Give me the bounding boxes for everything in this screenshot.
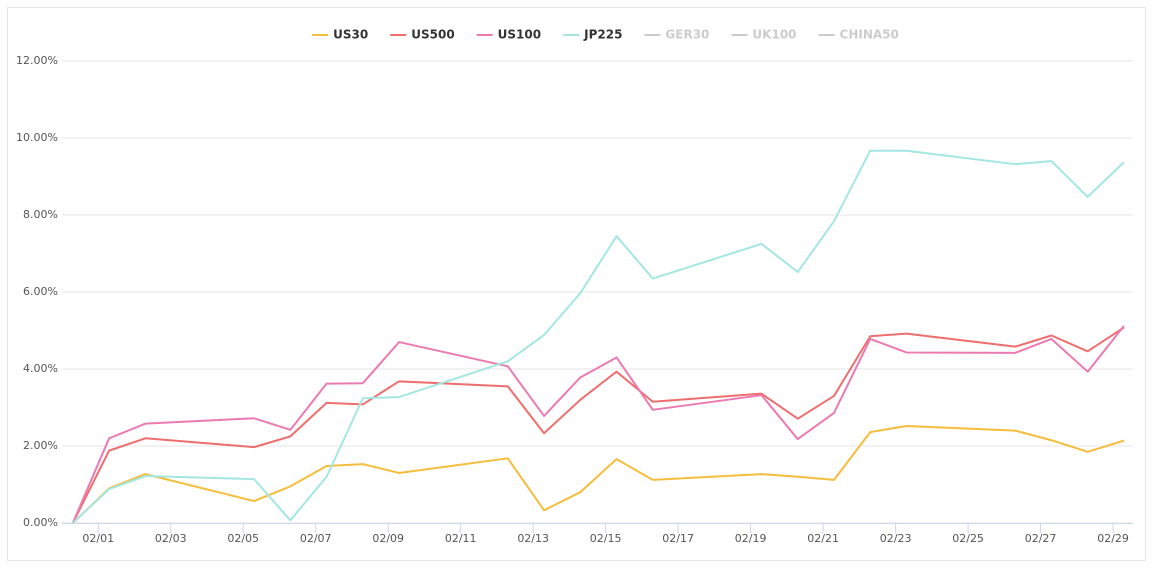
legend-item[interactable]: US30 [312, 28, 368, 42]
x-tick-label: 02/13 [517, 532, 549, 545]
series-line [71, 325, 1125, 524]
legend-label: CHINA50 [840, 28, 899, 42]
y-tick-label: 12.00% [16, 54, 58, 67]
legend-item[interactable]: GER30 [644, 28, 709, 42]
legend-label: US100 [498, 28, 541, 42]
legend-label: US30 [333, 28, 368, 42]
y-tick-label: 10.00% [16, 131, 58, 144]
y-tick-label: 4.00% [23, 362, 58, 375]
x-tick-label: 02/29 [1097, 532, 1129, 545]
x-tick-label: 02/09 [372, 532, 404, 545]
chart-frame [7, 7, 1146, 561]
legend-label: US500 [411, 28, 454, 42]
x-tick-label: 02/11 [445, 532, 477, 545]
legend-item[interactable]: US100 [476, 28, 541, 42]
legend-label: JP225 [583, 28, 622, 42]
x-tick-label: 02/01 [82, 532, 114, 545]
y-tick-label: 6.00% [23, 285, 58, 298]
x-tick-label: 02/23 [880, 532, 912, 545]
series-line [72, 149, 1125, 524]
x-tick-label: 02/25 [952, 532, 984, 545]
x-tick-label: 02/17 [662, 532, 694, 545]
x-tick-label: 02/21 [807, 532, 839, 545]
x-tick-label: 02/15 [590, 532, 622, 545]
y-tick-label: 2.00% [23, 439, 58, 452]
legend-item[interactable]: CHINA50 [818, 28, 899, 42]
legend-label: UK100 [752, 28, 796, 42]
legend-item[interactable]: JP225 [563, 28, 622, 42]
x-tick-label: 02/07 [300, 532, 332, 545]
series-line [72, 424, 1125, 524]
legend-label: GER30 [665, 28, 709, 42]
series-line [71, 326, 1125, 524]
x-tick-label: 02/27 [1025, 532, 1057, 545]
legend: US30 US500 US100 JP225 GER30 UK100 CHINA50 [312, 28, 899, 42]
x-tick-label: 02/05 [227, 532, 259, 545]
legend-item[interactable]: UK100 [731, 28, 797, 42]
y-tick-label: 0.00% [23, 516, 58, 529]
legend-item[interactable]: US500 [390, 28, 455, 42]
y-tick-label: 8.00% [23, 208, 58, 221]
x-tick-label: 02/03 [155, 532, 187, 545]
x-tick-label: 02/19 [735, 532, 767, 545]
